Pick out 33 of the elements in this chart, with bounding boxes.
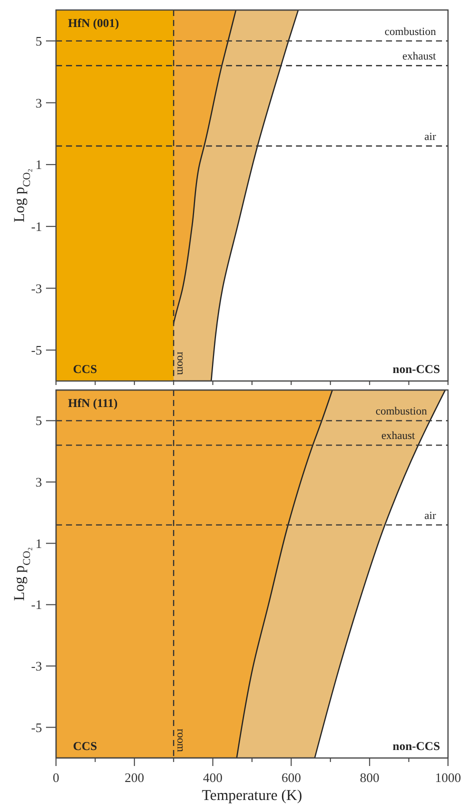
x-tick-label: 0	[52, 770, 60, 785]
ref-line-label: exhaust	[402, 50, 436, 63]
ref-line-label: combustion	[384, 26, 436, 38]
x-tick-label: 600	[281, 770, 301, 785]
y-tick-label: 1	[36, 157, 42, 172]
text: HfN (111)	[68, 396, 118, 410]
annotation: non-CCS	[392, 739, 440, 753]
x-axis-title: Temperature (K)	[202, 788, 302, 804]
x-tick-label: 200	[124, 770, 144, 785]
ref-line-label: air	[424, 131, 436, 144]
y-tick-label: 5	[36, 413, 42, 428]
ref-line-label: room	[174, 352, 187, 376]
y-tick-label: -1	[31, 597, 42, 612]
y-tick-label: -5	[31, 342, 42, 358]
annotation: CCS	[73, 362, 98, 376]
y-tick-label: -3	[31, 658, 42, 674]
annotation: CCS	[73, 739, 98, 753]
ref-line-label: air	[424, 510, 436, 522]
y-tick-label: -3	[31, 280, 42, 296]
y-tick-label: 1	[36, 536, 42, 551]
y-tick-label: -5	[31, 720, 42, 735]
x-tick-label: 800	[360, 770, 380, 785]
text: HfN (001)	[68, 16, 119, 30]
ref-line-label: exhaust	[381, 430, 415, 442]
annotation: non-CCS	[392, 362, 440, 376]
ref-line-label: room	[174, 728, 187, 752]
y-tick-label: 3	[36, 95, 42, 110]
y-tick-label: -1	[31, 218, 42, 234]
ref-line-label: combustion	[376, 406, 428, 418]
x-tick-label: 1000	[435, 770, 461, 785]
x-tick-label: 400	[203, 770, 223, 785]
y-tick-label: 5	[36, 33, 42, 48]
y-tick-label: 3	[36, 474, 42, 490]
